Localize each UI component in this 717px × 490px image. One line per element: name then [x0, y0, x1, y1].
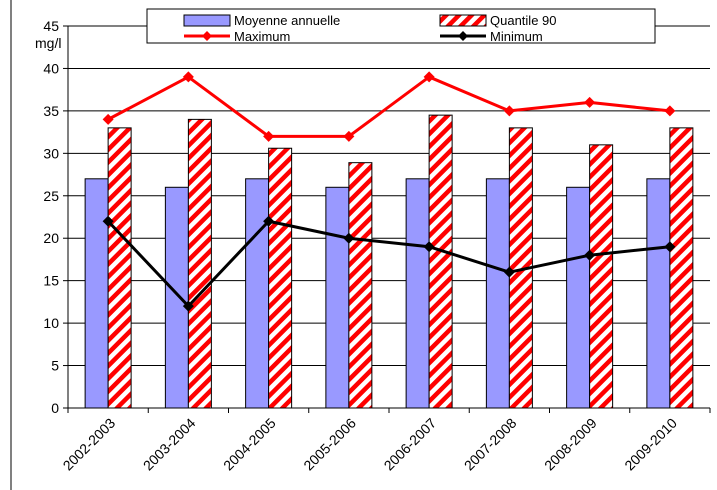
- point-maximum: [102, 113, 114, 125]
- point-maximum: [263, 130, 275, 142]
- bar-quantile-90: [589, 144, 614, 409]
- point-maximum: [664, 105, 676, 117]
- y-tick-label: 5: [51, 358, 59, 374]
- point-minimum: [102, 215, 114, 227]
- legend-label-moyenne: Moyenne annuelle: [234, 13, 340, 28]
- point-minimum: [664, 241, 676, 253]
- y-tick-label: 40: [43, 60, 59, 76]
- bar-moyenne-annuelle: [485, 178, 510, 409]
- legend-box: [146, 8, 656, 44]
- y-tick-label: 35: [43, 103, 59, 119]
- x-tick-label: 2005-2006: [300, 415, 359, 474]
- legend-label-quantile: Quantile 90: [490, 13, 557, 28]
- bar-quantile-90: [187, 118, 212, 409]
- point-maximum: [343, 130, 355, 142]
- x-tick-label: 2008-2009: [541, 415, 600, 474]
- legend-label-minimum: Minimum: [490, 29, 543, 44]
- point-minimum: [423, 241, 435, 253]
- y-tick-label: 25: [43, 188, 59, 204]
- bar-moyenne-annuelle: [164, 186, 189, 409]
- y-tick-label: 0: [51, 400, 59, 416]
- bar-moyenne-annuelle: [405, 178, 430, 409]
- y-axis-label: mg/l: [35, 35, 61, 51]
- y-tick-label: 10: [43, 315, 59, 331]
- point-maximum: [423, 71, 435, 83]
- point-maximum: [182, 71, 194, 83]
- legend-label-maximum: Maximum: [234, 29, 290, 44]
- y-tick-label: 20: [43, 230, 59, 246]
- y-tick-label: 30: [43, 145, 59, 161]
- x-tick-label: 2009-2010: [621, 415, 680, 474]
- point-minimum: [263, 215, 275, 227]
- bar-moyenne-annuelle: [566, 186, 591, 409]
- x-tick-label: 2004-2005: [220, 415, 279, 474]
- legend-marker-maximum: [202, 31, 212, 41]
- data-marks: [84, 71, 694, 409]
- line-minimum: [107, 219, 671, 308]
- bar-moyenne-annuelle: [646, 178, 671, 409]
- x-tick-label: 2003-2004: [140, 415, 199, 474]
- point-maximum: [503, 105, 515, 117]
- legend: Moyenne annuelle Quantile 90 Maximum Min…: [146, 8, 656, 44]
- bar-quantile-90: [669, 127, 694, 409]
- bar-quantile-90: [348, 162, 373, 409]
- legend-marker-minimum: [458, 31, 468, 41]
- x-tick-label: 2002-2003: [60, 415, 119, 474]
- bar-moyenne-annuelle: [84, 178, 109, 409]
- y-tick-label: 15: [43, 273, 59, 289]
- x-tick-label: 2007-2008: [461, 415, 520, 474]
- bar-moyenne-annuelle: [245, 178, 270, 409]
- point-minimum: [503, 266, 515, 278]
- point-minimum: [182, 300, 194, 312]
- bar-quantile-90: [268, 147, 293, 409]
- bar-moyenne-annuelle: [325, 186, 350, 409]
- line-maximum: [107, 75, 671, 138]
- legend-swatch-quantile: [439, 14, 487, 27]
- bar-quantile-90: [428, 114, 453, 409]
- legend-swatch-moyenne: [183, 14, 231, 27]
- point-minimum: [343, 232, 355, 244]
- point-maximum: [584, 96, 596, 108]
- y-tick-label: 45: [43, 18, 59, 34]
- bar-quantile-90: [107, 127, 132, 409]
- point-minimum: [584, 249, 596, 261]
- x-tick-label: 2006-2007: [381, 415, 440, 474]
